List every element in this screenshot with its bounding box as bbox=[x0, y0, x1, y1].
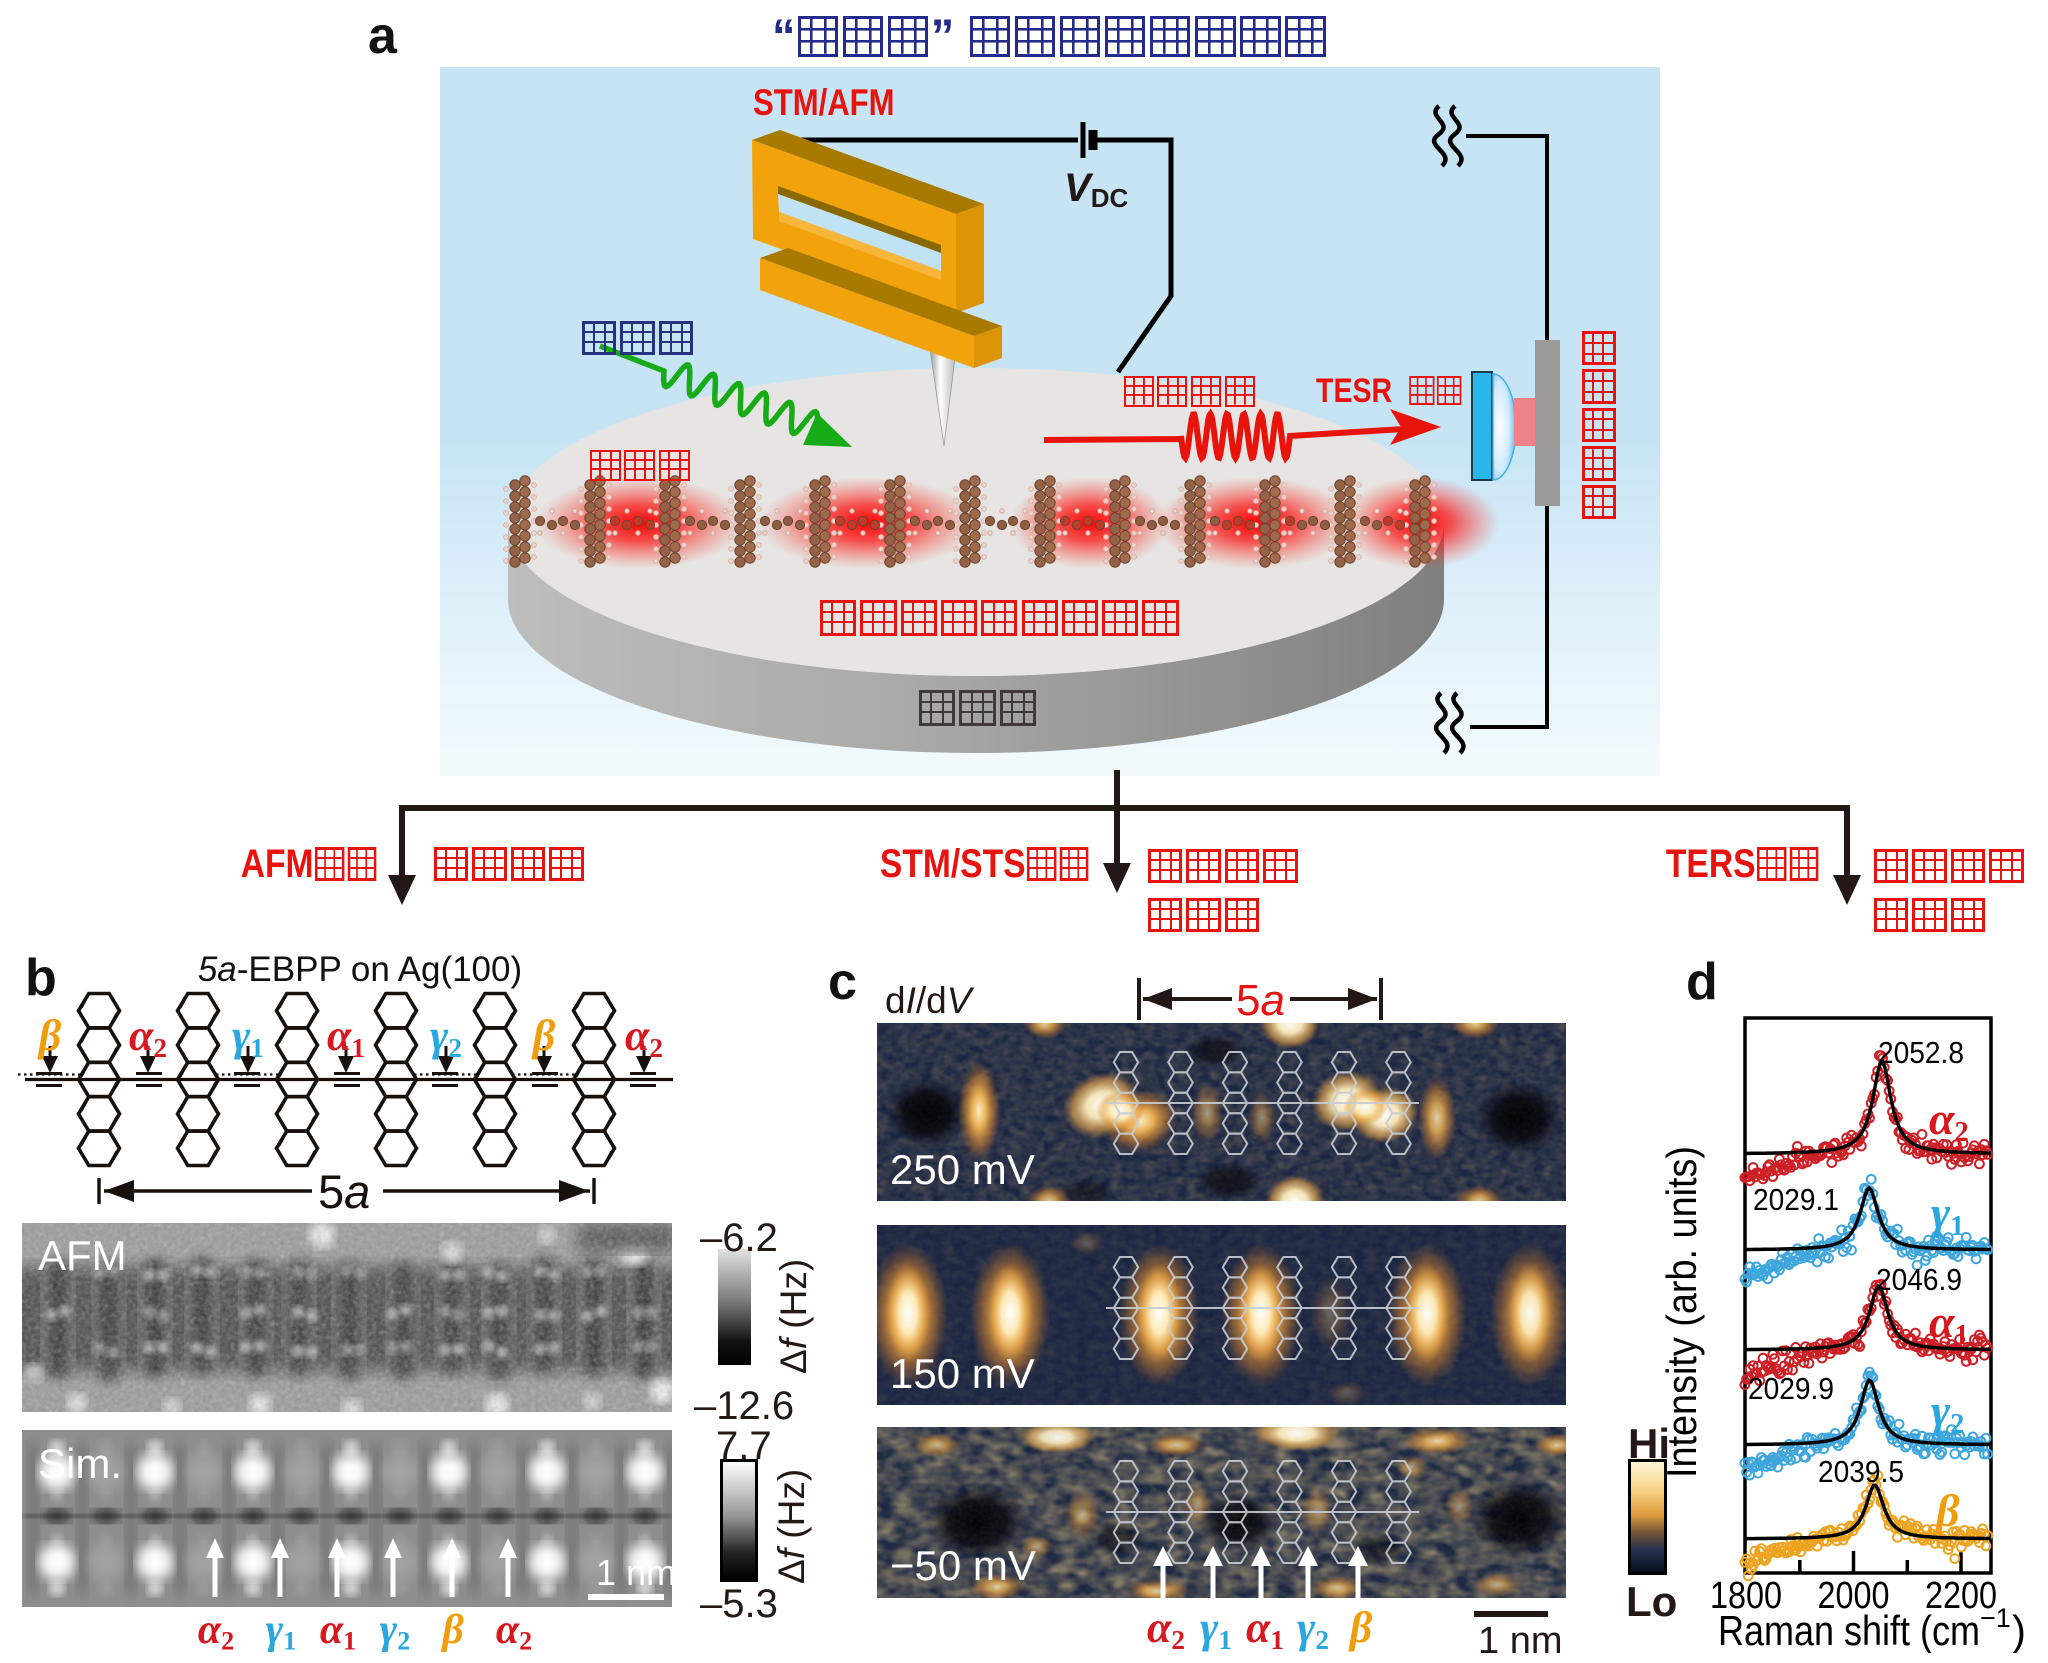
svg-text:1800: 1800 bbox=[1710, 1575, 1782, 1617]
svg-text:2029.9: 2029.9 bbox=[1748, 1371, 1834, 1406]
svg-text:2000: 2000 bbox=[1818, 1575, 1890, 1617]
svg-text:): ) bbox=[2012, 1607, 2026, 1653]
svg-text:2052.8: 2052.8 bbox=[1878, 1035, 1964, 1070]
svg-text:2029.1: 2029.1 bbox=[1753, 1182, 1839, 1217]
svg-text:2039.5: 2039.5 bbox=[1818, 1454, 1904, 1489]
svg-text:Intensity (arb. units): Intensity (arb. units) bbox=[1660, 1146, 1705, 1478]
svg-text:Δf (Hz): Δf (Hz) bbox=[771, 1469, 812, 1584]
svg-text:Δf (Hz): Δf (Hz) bbox=[773, 1259, 814, 1374]
svg-text:−1: −1 bbox=[1980, 1603, 2011, 1633]
svg-text:2200: 2200 bbox=[1925, 1575, 1997, 1617]
svg-text:Raman shift (cm: Raman shift (cm bbox=[1718, 1607, 1980, 1653]
svg-text:2046.9: 2046.9 bbox=[1876, 1262, 1962, 1297]
